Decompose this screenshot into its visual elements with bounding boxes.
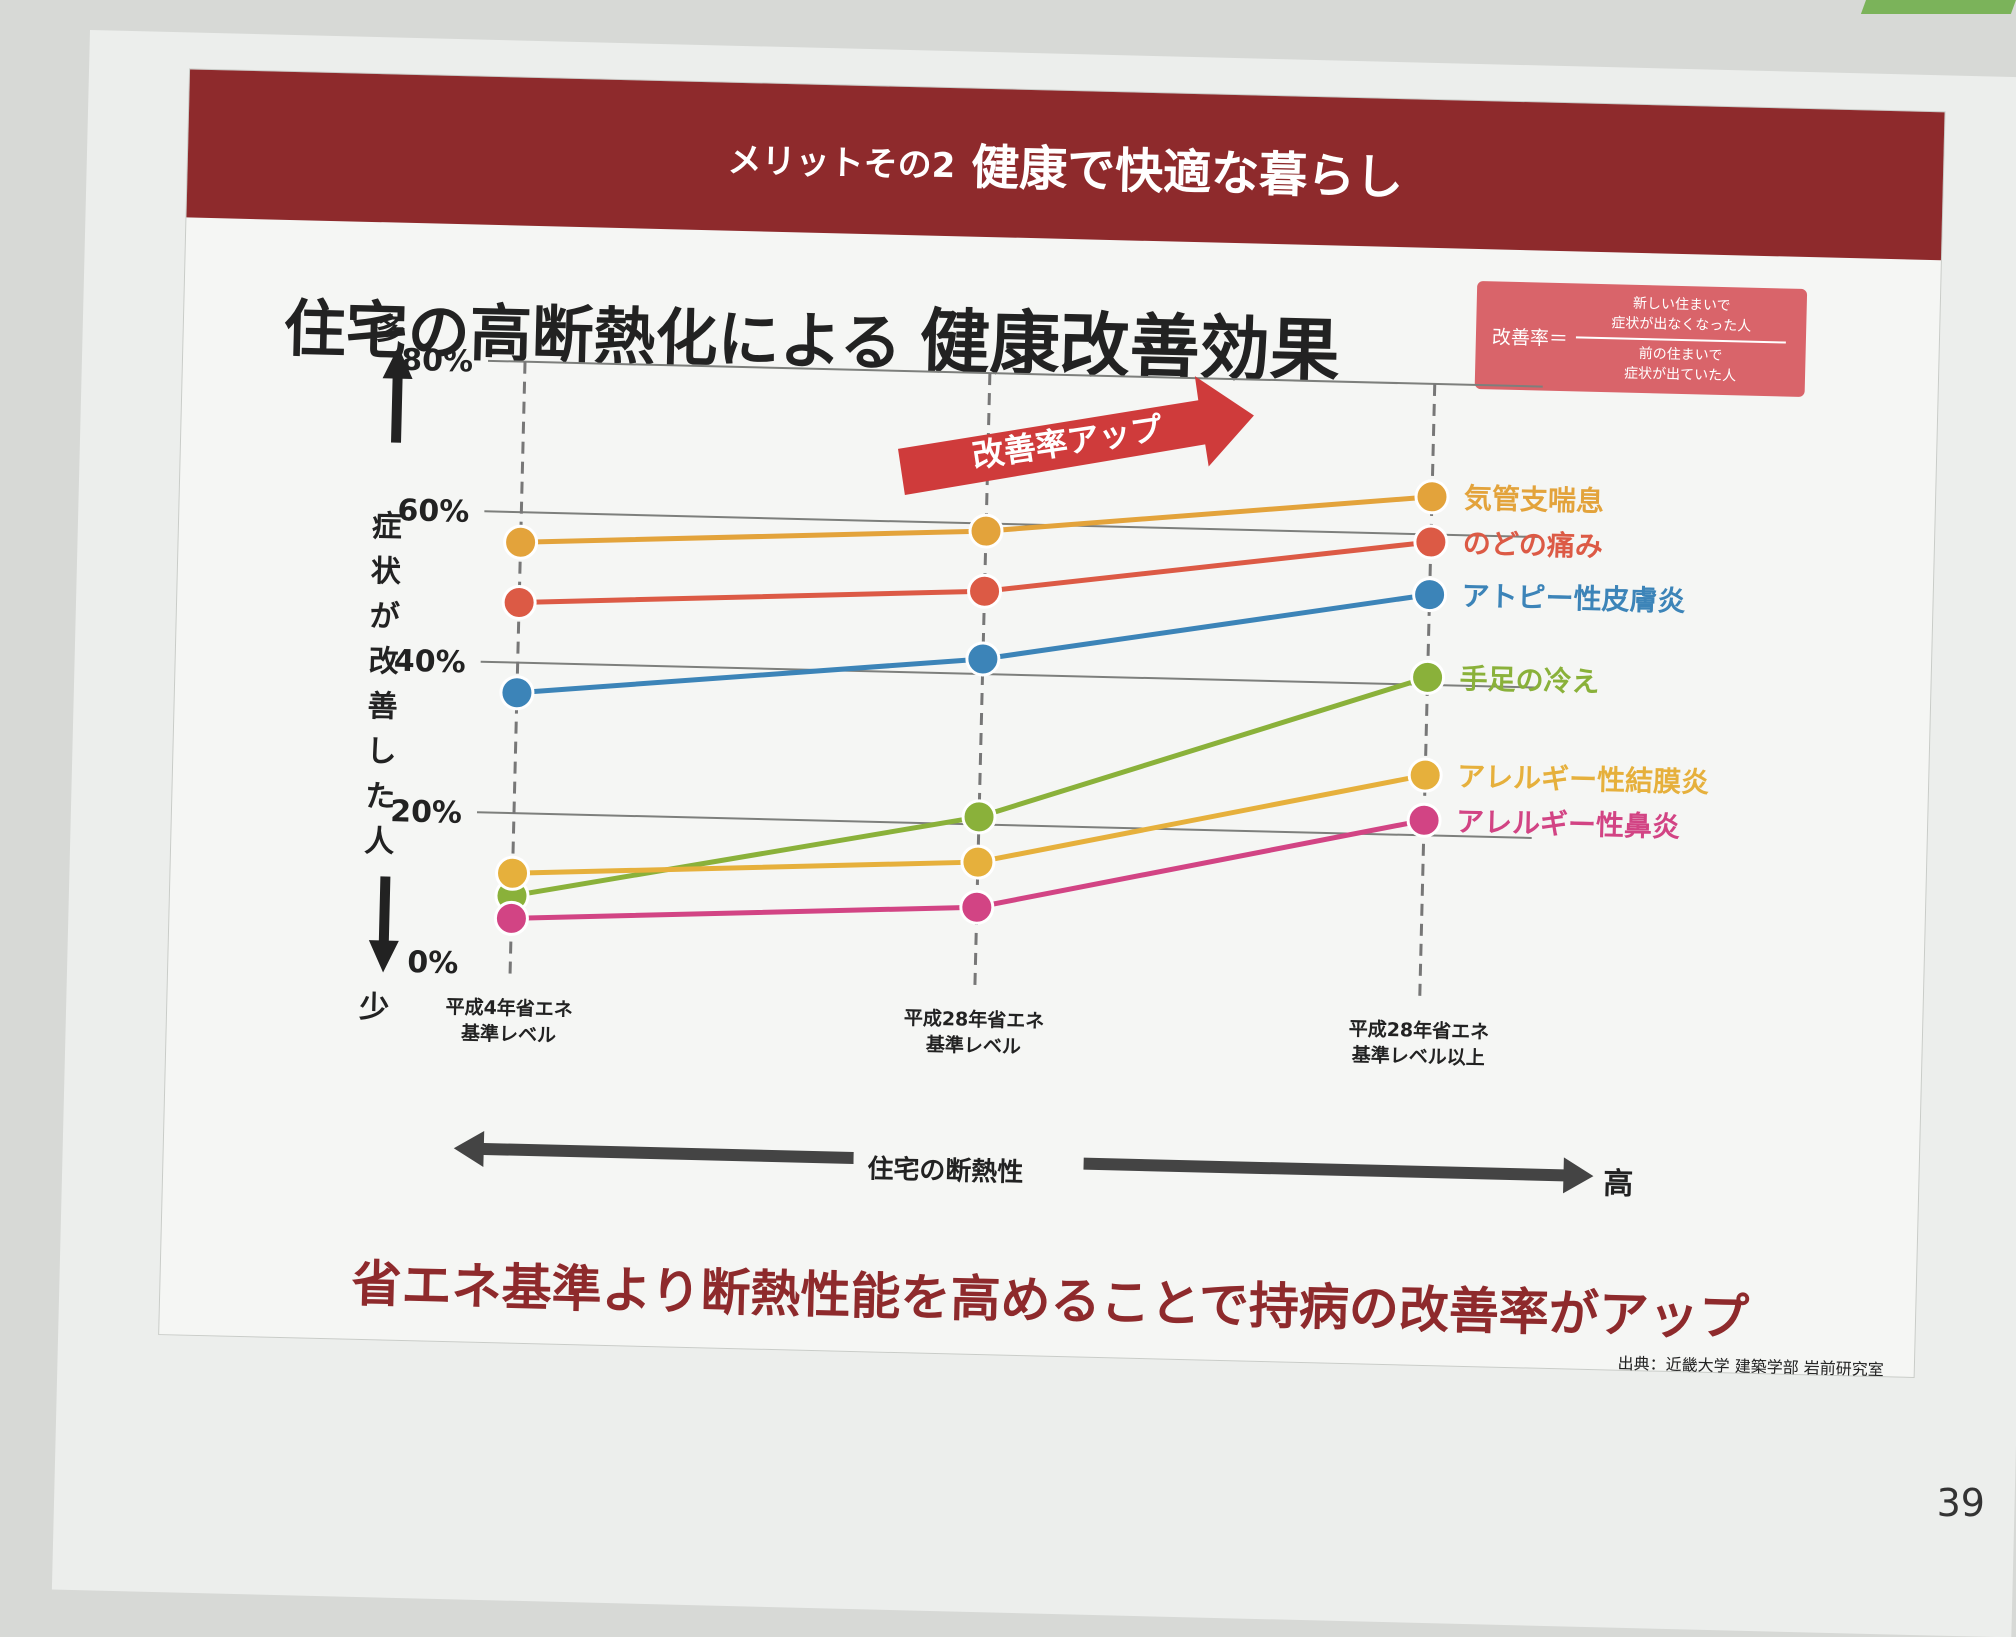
x-axis-high-label: 高 — [1602, 1166, 1634, 1203]
series-label-4: 手足の冷え — [1459, 662, 1600, 698]
down-arrow-icon — [368, 876, 399, 973]
data-point-1-1 — [503, 524, 539, 560]
left-arrow-icon — [453, 1130, 854, 1167]
data-point-5-2 — [960, 844, 996, 880]
data-point-2-3 — [1413, 524, 1449, 560]
data-point-1-3 — [1414, 479, 1450, 515]
x-category-3-line2: 基準レベル以上 — [1351, 1044, 1486, 1070]
gridline-3 — [476, 811, 1532, 839]
gridline-0 — [488, 359, 1543, 388]
data-point-2-2 — [967, 573, 1003, 609]
green-page-corner — [1860, 0, 2016, 14]
gridline-1 — [484, 510, 1540, 539]
data-point-4-3 — [1410, 659, 1446, 695]
series-line-4 — [511, 674, 1429, 899]
up-arrow-icon — [382, 346, 413, 443]
x-axis-label: 住宅の断熱性 — [853, 1147, 1038, 1190]
data-point-3-2 — [965, 641, 1001, 677]
data-point-5-3 — [1407, 757, 1443, 793]
y-tick-label: 0% — [407, 945, 459, 981]
y-tick-label: 20% — [390, 794, 463, 831]
source-credit: 出典：近畿大学 建築学部 岩前研究室 — [1617, 1353, 1885, 1380]
book-page: メリットその2 健康で快適な暮らし 住宅の高断熱化による 健康改善効果 改善率＝ … — [51, 30, 2016, 1637]
data-point-6-2 — [959, 889, 995, 925]
x-category-3: 平成28年省エネ 基準レベル以上 — [1313, 1015, 1524, 1072]
x-category-2: 平成28年省エネ 基準レベル — [868, 1004, 1079, 1061]
right-arrow-icon — [1083, 1157, 1594, 1194]
data-point-1-2 — [968, 513, 1004, 549]
series-label-3: アトピー性皮膚炎 — [1461, 579, 1686, 617]
data-point-3-1 — [499, 675, 535, 711]
line-chart: 80%60%40%20%0%改善率アップ気管支喘息のどの痛みアトピー性皮膚炎手足… — [390, 343, 1710, 1194]
series-label-1: 気管支喘息 — [1464, 482, 1605, 518]
content-panel: メリットその2 健康で快適な暮らし 住宅の高断熱化による 健康改善効果 改善率＝ … — [158, 68, 1946, 1380]
data-point-6-1 — [493, 900, 529, 936]
series-label-6: アレルギー性鼻炎 — [1456, 805, 1681, 843]
y-tick-label: 80% — [401, 343, 474, 380]
data-point-3-3 — [1412, 577, 1448, 613]
x-category-2-line2: 基準レベル — [925, 1033, 1022, 1059]
data-point-4-2 — [961, 799, 997, 835]
data-point-6-3 — [1406, 802, 1442, 838]
data-point-5-1 — [495, 855, 531, 891]
x-category-1: 平成4年省エネ 基準レベル — [403, 993, 614, 1050]
improvement-arrow-icon — [898, 376, 1254, 496]
series-label-5: アレルギー性結膜炎 — [1457, 760, 1710, 799]
page-number: 39 — [1936, 1481, 1985, 1526]
x-category-1-line2: 基準レベル — [460, 1022, 557, 1047]
gridline-2 — [480, 660, 1536, 689]
y-tick-label: 60% — [397, 493, 470, 530]
series-label-2: のどの痛み — [1462, 527, 1603, 563]
data-point-2-1 — [501, 584, 537, 620]
y-tick-label: 40% — [393, 644, 466, 681]
